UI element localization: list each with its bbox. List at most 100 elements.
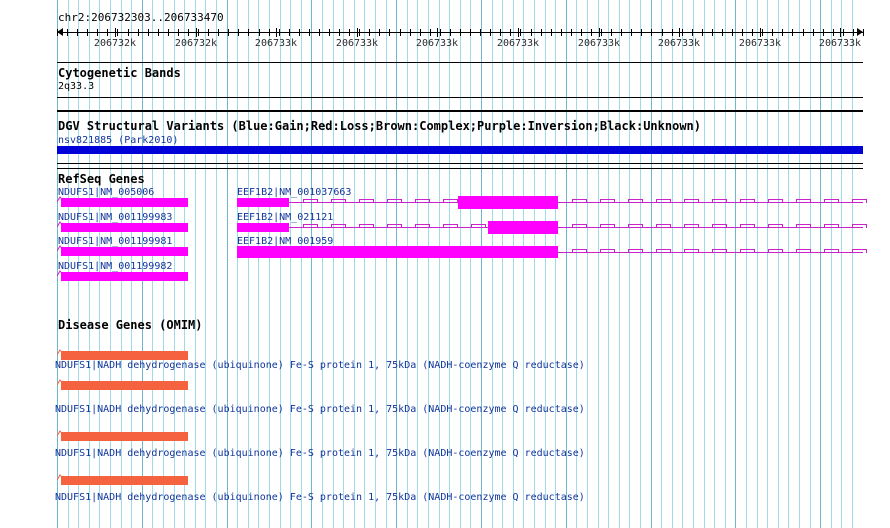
ruler-tick — [87, 29, 88, 36]
grid-line — [820, 0, 821, 528]
intron-direction-mark — [684, 249, 685, 253]
grid-line — [523, 0, 524, 528]
ruler-tick — [208, 29, 209, 36]
omim-gene-bar[interactable] — [61, 432, 188, 441]
dgv-variant-bar[interactable] — [57, 146, 863, 154]
gene-exon-block[interactable] — [237, 223, 289, 232]
ruler-tick — [67, 29, 68, 36]
grid-line — [767, 0, 768, 528]
grid-line — [619, 0, 620, 528]
grid-line — [439, 0, 440, 528]
intron-direction-mark — [670, 224, 671, 228]
ruler-tick — [752, 29, 753, 36]
ruler-tick — [823, 29, 824, 36]
intron-direction-mark — [824, 249, 825, 253]
gene-exon-block[interactable] — [61, 247, 188, 256]
grid-line — [534, 0, 535, 528]
grid-line — [661, 0, 662, 528]
grid-line — [449, 0, 450, 528]
intron-direction-mark — [331, 199, 332, 203]
track-separator — [57, 62, 863, 63]
ruler-tick — [531, 29, 532, 36]
intron-direction-mark — [768, 224, 769, 228]
ruler-tick — [128, 29, 129, 36]
ruler-tick — [792, 29, 793, 36]
grid-line — [714, 0, 715, 528]
gene-exon-block[interactable] — [61, 223, 188, 232]
ruler-tick — [651, 29, 652, 36]
ruler-tick — [188, 29, 189, 36]
grid-line — [746, 0, 747, 528]
intron-direction-mark — [387, 199, 401, 200]
intron-direction-mark — [768, 249, 769, 253]
grid-line — [545, 0, 546, 528]
omim-gene-label: NDUFS1|NADH dehydrogenase (ubiquinone) F… — [55, 448, 585, 459]
intron-direction-mark — [810, 224, 811, 228]
omim-gene-bar[interactable] — [61, 381, 188, 390]
track-title-dgv: DGV Structural Variants (Blue:Gain;Red:L… — [58, 119, 701, 133]
grid-line — [852, 0, 853, 528]
ruler-tick — [440, 29, 441, 36]
grid-line — [576, 0, 577, 528]
ruler-tick-major — [518, 28, 519, 37]
grid-lines — [57, 0, 863, 528]
intron-direction-mark — [698, 199, 699, 203]
intron-direction-mark — [628, 224, 629, 228]
intron-direction-mark — [303, 199, 317, 200]
grid-line — [428, 0, 429, 528]
grid-line — [640, 0, 641, 528]
intron-direction-mark — [572, 199, 573, 203]
intron-direction-mark — [740, 224, 754, 225]
ruler-tick-label: 206733k — [818, 38, 862, 49]
gene-exon-block[interactable] — [61, 272, 188, 281]
ruler-tick-major — [760, 28, 761, 37]
intron-direction-mark — [712, 199, 726, 200]
gene-exon-block[interactable] — [237, 246, 558, 258]
dgv-variant-label: nsv821885 (Park2010) — [58, 135, 179, 146]
intron-direction-mark — [670, 199, 671, 203]
intron-direction-mark — [572, 224, 573, 228]
intron-direction-mark — [740, 224, 741, 228]
intron-direction-mark — [600, 249, 614, 250]
intron-direction-mark — [586, 224, 587, 228]
grid-line — [778, 0, 779, 528]
grid-line — [651, 0, 652, 528]
grid-line — [386, 0, 387, 528]
grid-line — [343, 0, 344, 528]
intron-direction-mark — [359, 224, 373, 225]
ruler-tick — [420, 29, 421, 36]
gene-exon-block[interactable] — [237, 198, 289, 207]
omim-gene-bar[interactable] — [61, 351, 188, 360]
ruler-tick — [248, 29, 249, 36]
gene-exon-block[interactable] — [488, 221, 558, 234]
intron-direction-mark — [600, 224, 601, 228]
gene-label: EEF1B2|NM_001959 — [237, 236, 334, 247]
ruler-tick-label: 206733k — [254, 38, 298, 49]
grid-line — [248, 0, 249, 528]
intron-direction-mark — [656, 249, 670, 250]
grid-line — [174, 0, 175, 528]
ruler-tick — [843, 29, 844, 36]
intron-direction-mark — [614, 199, 615, 203]
intron-direction-mark — [317, 199, 318, 203]
intron-direction-mark — [600, 199, 601, 203]
gene-exon-block[interactable] — [61, 198, 188, 207]
grid-line — [57, 0, 58, 528]
grid-line — [693, 0, 694, 528]
gene-label: EEF1B2|NM_021121 — [237, 212, 334, 223]
grid-line — [364, 0, 365, 528]
grid-line — [810, 0, 811, 528]
intron-direction-mark — [712, 249, 713, 253]
intron-direction-mark — [712, 249, 726, 250]
intron-direction-mark — [824, 224, 825, 228]
ruler-tick — [631, 29, 632, 36]
grid-line — [301, 0, 302, 528]
gene-exon-block[interactable] — [458, 196, 558, 209]
gene-label: NDUFS1|NM_001199981 — [58, 236, 173, 247]
grid-line — [258, 0, 259, 528]
omim-gene-bar[interactable] — [61, 476, 188, 485]
ruler-tick-major — [357, 28, 358, 37]
ruler-tick — [158, 29, 159, 36]
intron-direction-mark — [656, 199, 670, 200]
coordinate-ruler[interactable]: 206732k 206732k 206733k 206733k 206733k 20673… — [57, 28, 864, 49]
